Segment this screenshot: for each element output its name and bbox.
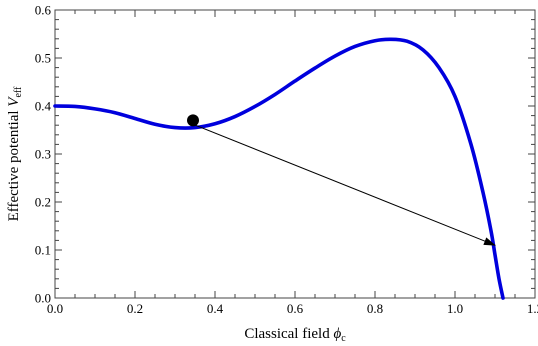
y-tick-label: 0.4 [35,99,52,114]
y-tick-label: 0.0 [35,291,51,306]
x-tick-label: 1.0 [447,301,463,316]
x-tick-label: 0.6 [287,301,304,316]
x-tick-label: 0.2 [127,301,143,316]
y-tick-label: 0.2 [35,195,51,210]
x-tick-label: 0.0 [47,301,63,316]
x-tick-label: 0.4 [207,301,224,316]
x-tick-label: 0.8 [367,301,383,316]
y-tick-label: 0.5 [35,51,51,66]
axis-tick-labels: 0.0 0.2 0.4 0.6 0.8 1.0 1.2 0.0 0.1 0.2 0.3 0.4 0.5 0… [35,3,538,317]
tunneling-arrow [192,123,496,246]
axis-ticks [54,9,536,299]
y-axis-title: Effective potential Veff [6,86,24,221]
field-position-marker [187,114,199,127]
x-tick-label: 1.2 [527,301,538,316]
plot-frame [54,9,536,299]
x-axis-title: Classical field ϕc [244,326,346,344]
y-tick-label: 0.3 [35,147,51,162]
y-tick-label: 0.1 [35,243,51,258]
y-tick-label: 0.6 [35,3,52,18]
potential-curve [53,37,505,300]
